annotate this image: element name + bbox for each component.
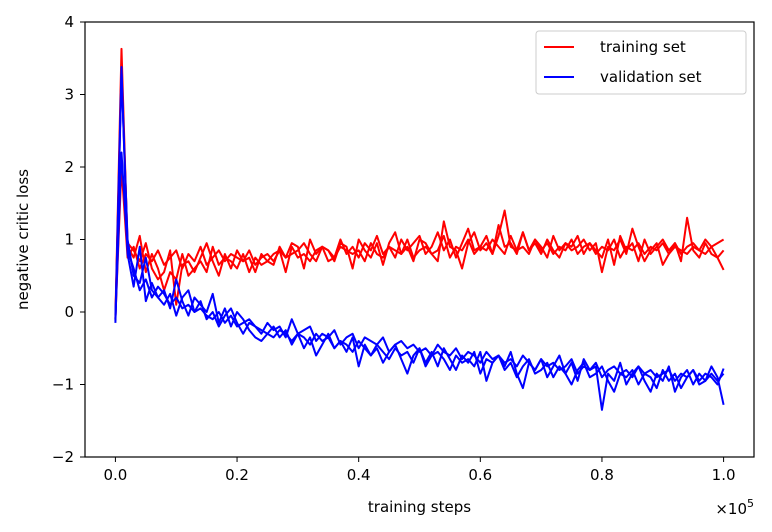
x-tick-label: 0.2 [225,466,249,484]
x-tick-label: 0.4 [347,466,371,484]
y-tick-label: 4 [64,13,74,31]
legend: training set validation set [535,30,747,95]
y-tick-label: 3 [64,86,74,104]
y-axis: −2 −1 0 1 2 3 4 [52,13,85,466]
x-axis-scale-base: ×10 [715,500,747,518]
series-line-training-2 [114,166,725,318]
series-line-validation-4 [114,71,725,393]
y-tick-label: 1 [64,231,74,249]
y-axis-label: negative critic loss [14,169,32,310]
x-tick-label: 0.0 [103,466,127,484]
x-axis-scale-label: ×105 [715,497,754,518]
series-line-training-0 [114,47,725,316]
x-axis-label: training steps [368,498,471,516]
y-tick-label: −1 [52,376,74,394]
legend-label-training-set: training set [600,38,686,56]
series-line-validation-5 [114,151,725,386]
y-tick-label: 2 [64,158,74,176]
legend-box [535,30,747,95]
legend-label-validation-set: validation set [600,68,702,86]
x-tick-label: 0.6 [468,466,492,484]
y-tick-label: −2 [52,448,74,466]
x-axis: 0.0 0.2 0.4 0.6 0.8 1.0 [103,457,736,484]
x-tick-label: 1.0 [712,466,736,484]
y-tick-label: 0 [64,303,74,321]
x-tick-label: 0.8 [590,466,614,484]
x-axis-scale-exponent: 5 [747,497,754,510]
series-line-training-1 [114,64,725,320]
series-layer [114,47,725,411]
